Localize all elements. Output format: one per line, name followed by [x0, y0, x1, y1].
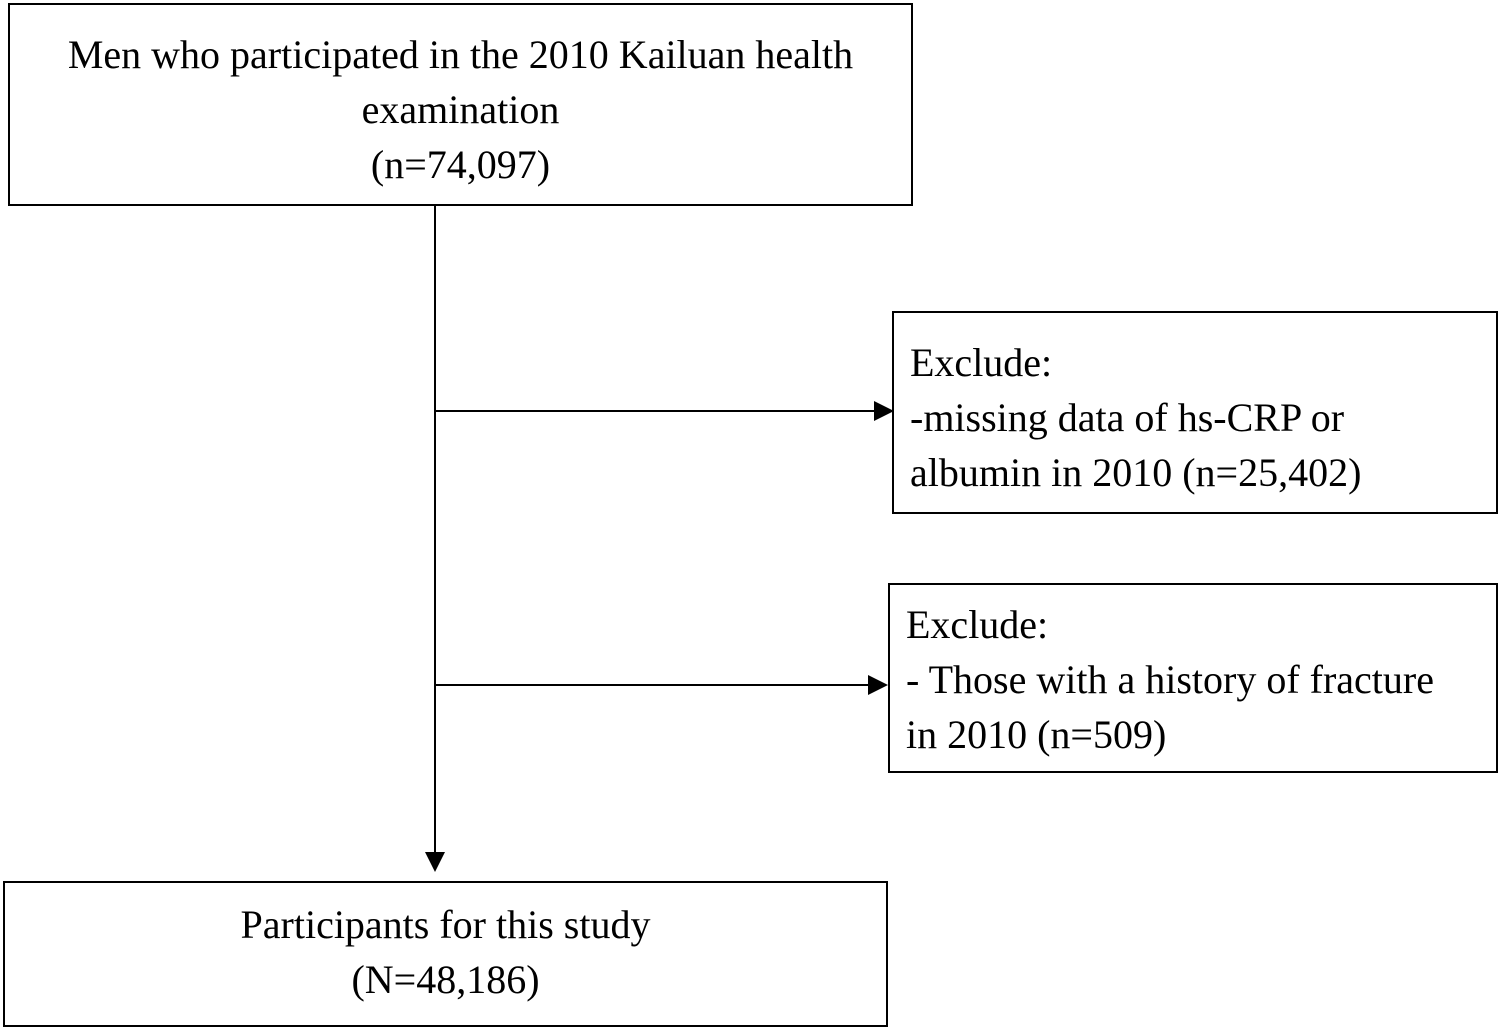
exclude2-box: Exclude: - Those with a history of fract…: [888, 583, 1498, 773]
start-line: examination: [361, 87, 560, 132]
exclude1-line: Exclude:: [910, 340, 1053, 385]
exclude1-line: -missing data of hs-CRP or: [910, 395, 1345, 440]
final-line: Participants for this study: [240, 902, 651, 947]
exclude2-line: Exclude:: [906, 602, 1049, 647]
final-count: (N=48,186): [351, 957, 540, 1002]
exclude2-line: - Those with a history of fracture: [906, 657, 1434, 702]
final-box: Participants for this study (N=48,186): [3, 881, 888, 1027]
exclude1-box: Exclude: -missing data of hs-CRP or albu…: [892, 311, 1498, 514]
start-box: Men who participated in the 2010 Kailuan…: [8, 3, 913, 206]
start-count: (n=74,097): [370, 142, 551, 187]
exclude1-line: albumin in 2010 (n=25,402): [910, 450, 1362, 495]
exclude2-line: in 2010 (n=509): [906, 712, 1167, 757]
start-line: Men who participated in the 2010 Kailuan…: [67, 32, 854, 77]
